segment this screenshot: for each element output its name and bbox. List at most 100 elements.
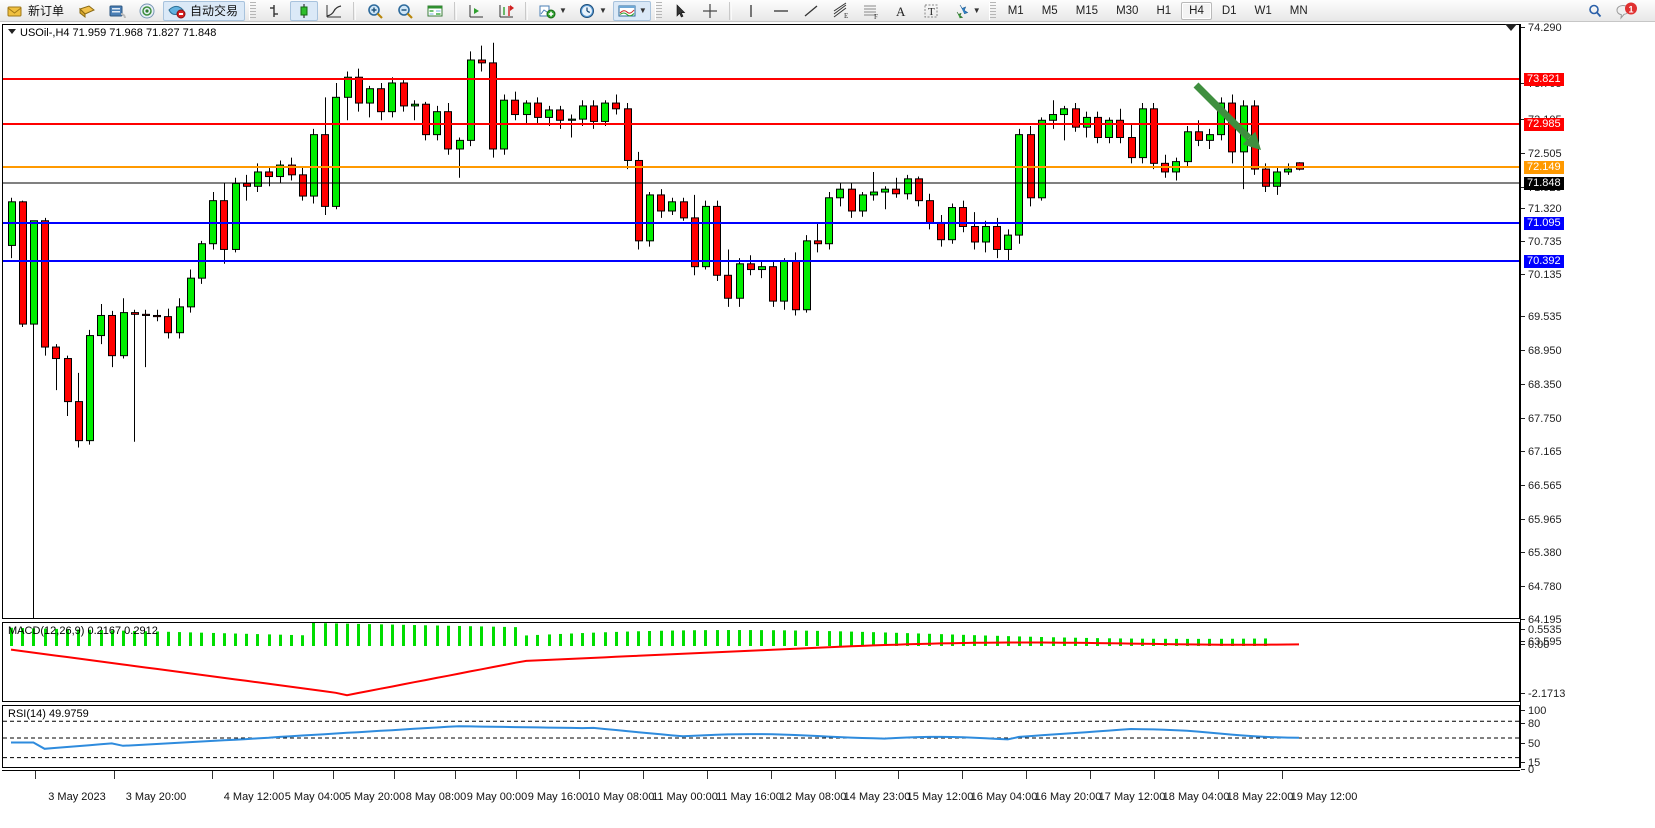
time-label: 11 May 00:00 — [652, 791, 718, 803]
time-scale[interactable]: 3 May 2023 3 May 20:00 4 May 12:00 5 May 04… — [2, 770, 1520, 810]
price-pane[interactable]: USOil-,H4 71.959 71.968 71.827 71.848 — [2, 24, 1520, 619]
timeframe-m15[interactable]: M15 — [1075, 4, 1099, 17]
price-badge-71.095[interactable]: 71.095 — [1524, 217, 1564, 230]
svg-text:A: A — [896, 4, 906, 19]
objects-dropdown-caret[interactable]: ▼ — [972, 6, 981, 15]
timeframe-h1[interactable]: H1 — [1156, 4, 1172, 17]
timeframe-w1[interactable]: W1 — [1254, 4, 1272, 17]
line-chart-button[interactable] — [320, 1, 348, 21]
price-badge-72.149[interactable]: 72.149 — [1524, 161, 1564, 174]
time-tick-mark — [707, 771, 708, 779]
fibonacci-button[interactable]: F — [857, 1, 885, 21]
rsi-pane[interactable]: RSI(14) 49.9759 — [2, 705, 1520, 768]
time-label: 9 May 16:00 — [527, 791, 589, 803]
time-tick-mark — [835, 771, 836, 779]
wallet-button[interactable] — [73, 1, 101, 21]
period-icon — [577, 2, 597, 20]
vertical-line-icon — [741, 2, 761, 20]
price-badge-72.985[interactable]: 72.985 — [1524, 118, 1564, 131]
zoom-out-icon — [395, 2, 415, 20]
time-label: 17 May 12:00 — [1098, 791, 1166, 803]
toolbar-grip-3[interactable] — [988, 1, 996, 20]
price-badge-70.392[interactable]: 70.392 — [1524, 255, 1564, 268]
time-label: 3 May 2023 — [48, 791, 106, 803]
news-icon — [107, 2, 127, 20]
annotation-layer[interactable] — [3, 25, 1519, 618]
data-window-button[interactable] — [421, 1, 449, 21]
candlestick-chart-icon — [294, 2, 314, 20]
macd-series — [10, 623, 1300, 697]
macd-tick-0.00: 0.00 — [1521, 640, 1549, 651]
price-badge-73.821[interactable]: 73.821 — [1524, 73, 1564, 86]
text-button[interactable]: A — [887, 1, 915, 21]
timeframe-mn[interactable]: MN — [1289, 4, 1308, 17]
price-tick-63.595: 63.595 — [1521, 637, 1562, 648]
indicators-button[interactable]: ▼ — [533, 1, 571, 21]
price-tick-74.290: 74.290 — [1521, 23, 1562, 34]
toolbar-grip-2[interactable] — [654, 1, 662, 20]
time-label: 11 May 16:00 — [716, 791, 782, 803]
cursor-button[interactable] — [666, 1, 694, 21]
search-button[interactable] — [1581, 1, 1609, 21]
horizontal-line-button[interactable] — [767, 1, 795, 21]
objects-button[interactable]: ▼ — [947, 1, 985, 21]
symbol-label-bar[interactable]: USOil-,H4 71.959 71.968 71.827 71.848 — [8, 27, 216, 39]
templates-dropdown-caret[interactable]: ▼ — [638, 6, 647, 15]
time-tick-mark — [1090, 771, 1091, 779]
indicators-icon — [537, 2, 557, 20]
macd-tick--2.1713: -2.1713 — [1521, 689, 1565, 700]
main-toolbar: 新订单 — [0, 0, 1655, 22]
rsi-label: RSI(14) 49.9759 — [8, 708, 89, 720]
price-tick-70.735: 70.735 — [1521, 237, 1562, 248]
pane-collapse-caret[interactable] — [1505, 24, 1517, 31]
period-dropdown-caret[interactable]: ▼ — [598, 6, 607, 15]
vertical-line-button[interactable] — [737, 1, 765, 21]
chart-area[interactable]: USOil-,H4 71.959 71.968 71.827 71.848 MA… — [0, 22, 1655, 828]
zoom-in-button[interactable] — [361, 1, 389, 21]
horizontal-line-icon — [771, 2, 791, 20]
candlestick-chart-button[interactable] — [290, 0, 319, 21]
price-tick-67.165: 67.165 — [1521, 447, 1562, 458]
time-tick-mark — [1026, 771, 1027, 779]
news-button[interactable] — [103, 1, 131, 21]
rsi-tick-0: 0 — [1521, 765, 1534, 776]
period-button[interactable]: ▼ — [573, 1, 611, 21]
rsi-tick-15: 15 — [1521, 758, 1540, 769]
new-order-button[interactable]: 新订单 — [1, 1, 71, 21]
price-tick-70.135: 70.135 — [1521, 270, 1562, 281]
bar-chart-button[interactable] — [260, 1, 288, 21]
chart-shift-button[interactable] — [462, 1, 490, 21]
text-icon: A — [891, 2, 911, 20]
auto-scroll-icon — [496, 2, 516, 20]
objects-icon — [951, 2, 971, 20]
timeframe-m30[interactable]: M30 — [1116, 4, 1139, 17]
signals-icon — [137, 2, 157, 20]
rsi-tick-50: 50 — [1521, 739, 1540, 750]
timeframe-m5[interactable]: M5 — [1041, 4, 1058, 17]
timeframe-d1[interactable]: D1 — [1221, 4, 1237, 17]
toolbar-separator-1 — [353, 1, 357, 20]
crosshair-button[interactable] — [696, 1, 724, 21]
price-tick-68.350: 68.350 — [1521, 380, 1562, 391]
time-tick-mark — [455, 771, 456, 779]
auto-trading-button[interactable]: 自动交易 — [163, 0, 246, 21]
signals-button[interactable] — [133, 1, 161, 21]
toolbar-grip-1[interactable] — [249, 1, 257, 20]
timeframe-m1[interactable]: M1 — [1007, 4, 1024, 17]
auto-scroll-button[interactable] — [492, 1, 520, 21]
notification-count: 1 — [1628, 4, 1633, 14]
templates-button[interactable]: ▼ — [612, 0, 651, 21]
timeframe-h4[interactable]: H4 — [1181, 1, 1212, 20]
chart-collapse-caret[interactable] — [8, 29, 16, 34]
zoom-out-button[interactable] — [391, 1, 419, 21]
notification-button[interactable]: 1 — [1611, 1, 1645, 21]
indicators-dropdown-caret[interactable]: ▼ — [559, 6, 567, 15]
rsi-tick-100: 100 — [1521, 706, 1546, 717]
time-label: 3 May 20:00 — [125, 791, 187, 803]
text-label-button[interactable]: T — [917, 1, 945, 21]
price-scale[interactable]: 74.29073.70573.10572.50571.92071.32070.7… — [1520, 23, 1655, 776]
price-badge-71.848[interactable]: 71.848 — [1524, 177, 1564, 190]
equidistant-channel-button[interactable]: E — [827, 1, 855, 21]
macd-pane[interactable]: MACD(12,26,9) 0.2167 0.2912 — [2, 622, 1520, 702]
trendline-button[interactable] — [797, 1, 825, 21]
